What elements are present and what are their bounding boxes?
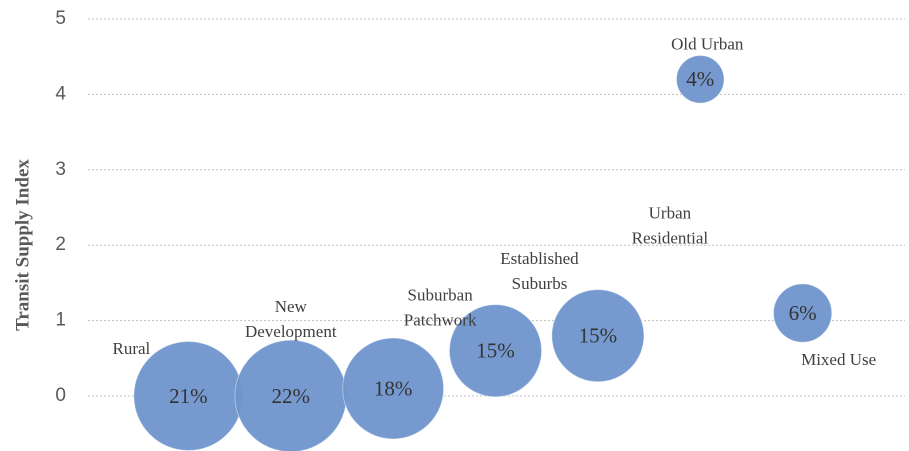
y-tick-label: 5 [55, 8, 66, 29]
category-label: Rural [112, 339, 150, 358]
y-tick-label: 3 [55, 159, 66, 180]
bubble [342, 337, 445, 440]
data-label: 4% [686, 67, 714, 91]
data-label: 6% [789, 301, 817, 325]
bubble [772, 283, 833, 343]
category-label: New Development [245, 297, 337, 341]
data-label: 21% [169, 384, 208, 408]
y-tick-label: 0 [55, 385, 66, 406]
bubble [448, 304, 543, 398]
y-axis-title: Transit Supply Index [12, 159, 33, 331]
category-label: Urban Residential [632, 204, 709, 248]
data-label: 22% [272, 384, 311, 408]
data-label: 15% [476, 339, 515, 363]
data-label: 18% [374, 376, 413, 400]
category-label: Mixed Use [801, 350, 876, 369]
y-tick-label: 4 [55, 83, 66, 104]
y-tick-label: 2 [55, 234, 66, 255]
y-tick-label: 1 [55, 310, 66, 331]
data-label: 15% [579, 323, 618, 347]
category-label: Established Suburbs [500, 249, 579, 293]
category-label: Old Urban [671, 34, 744, 53]
bubble [675, 55, 725, 104]
category-label: Suburban Patchwork [404, 285, 477, 329]
bubble [551, 289, 645, 383]
